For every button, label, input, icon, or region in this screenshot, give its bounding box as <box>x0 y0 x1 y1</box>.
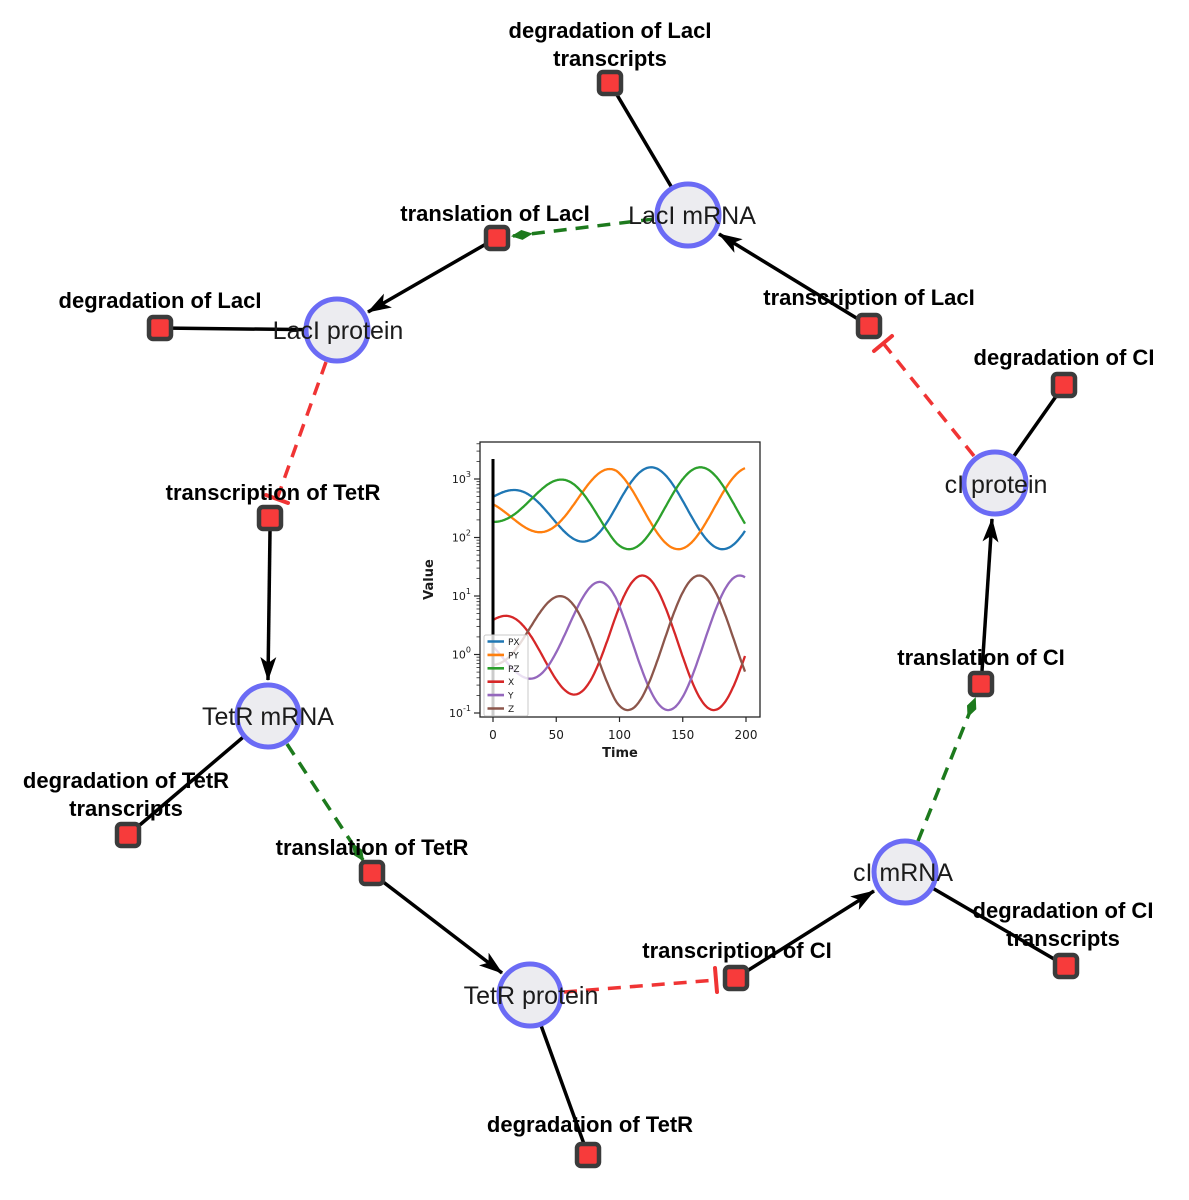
edge-translation-ci-to-ci-protein <box>980 518 999 672</box>
chart-legend-label-Y: Y <box>507 692 514 702</box>
reaction-label-degradation-laci-transcripts-2: transcripts <box>553 46 667 71</box>
edge-laci-protein-inhibits-transcription-tetr <box>275 361 328 500</box>
species-node-laci-protein[interactable] <box>303 296 371 364</box>
chart-legend-box <box>483 634 529 717</box>
reaction-label-degradation-tetr-transcripts-1: degradation of TetR <box>23 768 229 793</box>
reaction-label-degradation-ci-transcripts-1: degradation of CI <box>973 898 1154 923</box>
species-label-ci-mrna: cI mRNA <box>853 859 953 887</box>
chart-ytick-label: 102 <box>452 529 471 545</box>
species-label-tetr-mrna: TetR mRNA <box>202 703 334 731</box>
species-node-laci-mrna[interactable] <box>654 181 722 249</box>
reaction-label-transcription-ci: transcription of CI <box>642 938 831 963</box>
chart-xtick-label: 50 <box>549 728 564 742</box>
reaction-node-transcription-ci[interactable] <box>722 964 750 992</box>
edge-transcription-laci-to-laci-mrna <box>718 232 859 321</box>
chart-ytick-label: 10-1 <box>449 704 471 720</box>
reaction-label-translation-ci: translation of CI <box>897 645 1064 670</box>
chart-legend-label-PY: PY <box>508 651 519 661</box>
chart-xtick-label: 150 <box>671 728 694 742</box>
chart-curve-Y <box>493 574 746 712</box>
species-label-ci-protein: cI protein <box>945 471 1048 499</box>
edge-ci-mrna-activates-translation <box>916 697 977 842</box>
edge-tetr-mrna-activates-translation <box>285 743 365 862</box>
chart-xtick-label: 0 <box>489 728 497 742</box>
edge-tetr-protein-inhibits-transcription-ci <box>563 978 717 994</box>
reaction-node-degradation-ci[interactable] <box>1050 371 1078 399</box>
chart-xtick-label: 200 <box>735 728 758 742</box>
chart-xtick-label: 100 <box>608 728 631 742</box>
reaction-label-degradation-ci-transcripts-2: transcripts <box>1006 926 1120 951</box>
chart-ytick-label: 101 <box>452 587 471 603</box>
chart-legend-label-X: X <box>508 678 514 688</box>
reaction-node-degradation-tetr[interactable] <box>574 1141 602 1169</box>
species-node-ci-protein[interactable] <box>961 449 1029 517</box>
reaction-label-transcription-tetr: transcription of TetR <box>166 480 381 505</box>
reaction-node-degradation-laci[interactable] <box>146 314 174 342</box>
reaction-label-degradation-tetr: degradation of TetR <box>487 1112 693 1137</box>
reaction-node-transcription-laci[interactable] <box>855 312 883 340</box>
reaction-label-transcription-laci: transcription of LacI <box>763 285 974 310</box>
edge-translation-laci-to-laci-protein <box>367 242 487 314</box>
species-label-tetr-protein: TetR protein <box>464 982 599 1010</box>
reaction-node-degradation-ci-transcripts[interactable] <box>1052 952 1080 980</box>
reaction-node-degradation-tetr-transcripts[interactable] <box>114 821 142 849</box>
edge-transcription-tetr-to-tetr-mrna <box>260 530 277 681</box>
edge-laci-mrna-activates-translation <box>511 217 655 240</box>
species-node-tetr-protein[interactable] <box>496 961 564 1029</box>
edge-transcription-ci-to-ci-mrna <box>746 889 875 973</box>
chart-legend-label-PX: PX <box>508 638 520 648</box>
species-label-laci-mrna: LacI mRNA <box>628 202 756 230</box>
chart-legend-label-PZ: PZ <box>508 665 520 675</box>
reaction-node-translation-laci[interactable] <box>483 224 511 252</box>
edge-translation-tetr-to-tetr-protein <box>380 879 504 975</box>
reaction-label-degradation-tetr-transcripts-2: transcripts <box>69 796 183 821</box>
species-node-ci-mrna[interactable] <box>871 838 939 906</box>
reaction-label-degradation-laci: degradation of LacI <box>59 288 262 313</box>
chart-ytick-label: 103 <box>452 470 471 486</box>
inhibition-tbar-icon <box>872 334 894 353</box>
edge-ci-protein-inhibits-transcription-laci <box>881 341 976 458</box>
chart-curve-PX <box>493 466 746 551</box>
chart-curve-Z <box>493 574 747 712</box>
inhibition-tbar-icon <box>264 493 290 505</box>
chart-ylabel: Value <box>422 559 437 600</box>
inhibition-tbar-icon <box>713 966 719 994</box>
reaction-label-translation-tetr: translation of TetR <box>276 835 469 860</box>
chart-curve-PZ <box>493 466 746 551</box>
chart-ytick-label: 100 <box>452 646 471 662</box>
reaction-label-degradation-ci: degradation of CI <box>974 345 1155 370</box>
reaction-node-degradation-laci-transcripts[interactable] <box>596 69 624 97</box>
species-label-laci-protein: LacI protein <box>273 317 404 345</box>
chart-curve-X <box>493 574 747 712</box>
species-node-tetr-mrna[interactable] <box>234 682 302 750</box>
reaction-node-transcription-tetr[interactable] <box>256 504 284 532</box>
chart-plot-area <box>491 459 747 716</box>
reaction-node-translation-tetr[interactable] <box>358 859 386 887</box>
reaction-label-translation-laci: translation of LacI <box>400 201 589 226</box>
reaction-label-degradation-laci-transcripts-1: degradation of LacI <box>509 18 712 43</box>
inset-simulation-chart: 103 102 101 100 10-1 0 50 100 150 200 Time Value PX P… <box>422 441 761 761</box>
chart-xlabel: Time <box>602 746 638 761</box>
chart-curve-PY <box>493 467 746 551</box>
chart-legend-label-Z: Z <box>508 705 514 715</box>
reaction-node-translation-ci[interactable] <box>967 670 995 698</box>
